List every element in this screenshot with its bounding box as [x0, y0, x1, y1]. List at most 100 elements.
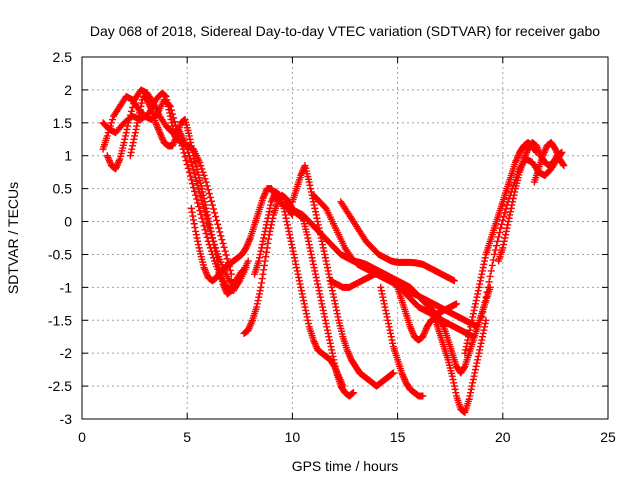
data-point: [212, 213, 220, 221]
data-point: [467, 323, 475, 331]
data-point: [482, 293, 490, 301]
data-point: [498, 220, 506, 228]
data-point: [302, 310, 310, 318]
data-point: [313, 277, 321, 285]
data-point: [185, 168, 193, 176]
data-point: [328, 287, 336, 295]
data-point: [133, 122, 141, 130]
data-point: [505, 214, 513, 222]
data-point: [469, 313, 477, 321]
data-point: [201, 198, 209, 206]
data-point: [502, 227, 510, 235]
data-point: [291, 254, 299, 262]
data-point: [559, 161, 567, 169]
data-point: [462, 343, 470, 351]
data-point: [482, 316, 490, 324]
y-tick-label: 1: [64, 148, 72, 164]
data-point: [137, 102, 145, 110]
data-point: [187, 204, 195, 212]
data-point: [192, 191, 200, 199]
data-point: [262, 224, 270, 232]
x-tick-label: 25: [600, 429, 616, 445]
data-markers: [99, 86, 568, 416]
data-point: [190, 216, 198, 224]
data-point: [260, 261, 268, 269]
y-tick-label: 2.5: [53, 49, 73, 65]
data-point: [385, 323, 393, 331]
data-point: [504, 221, 512, 229]
data-point: [202, 204, 210, 212]
data-point: [450, 277, 458, 285]
data-point: [511, 188, 519, 196]
data-point: [349, 389, 357, 397]
data-point: [128, 145, 136, 153]
data-point: [323, 323, 331, 331]
data-point: [281, 211, 289, 219]
data-point: [260, 234, 268, 242]
data-point: [319, 303, 327, 311]
data-point: [460, 363, 468, 371]
data-point: [471, 303, 479, 311]
chart-title: Day 068 of 2018, Sidereal Day-to-day VTE…: [90, 23, 600, 39]
data-point: [162, 92, 170, 100]
data-point: [194, 237, 202, 245]
data-point: [130, 135, 138, 143]
data-point: [193, 195, 201, 203]
data-point: [379, 293, 387, 301]
y-tick-label: -2.5: [48, 378, 72, 394]
data-point: [331, 300, 339, 308]
data-point: [238, 267, 246, 275]
data-point: [190, 220, 198, 228]
data-point: [326, 336, 334, 344]
data-point: [470, 306, 478, 314]
data-point: [136, 109, 144, 117]
data-point: [328, 349, 336, 357]
data-point: [258, 244, 266, 252]
data-point: [488, 261, 496, 269]
data-point: [287, 237, 295, 245]
data-point: [193, 178, 201, 186]
data-point: [314, 283, 322, 291]
data-point: [107, 119, 115, 127]
data-point: [469, 376, 477, 384]
data-point: [471, 300, 479, 308]
data-point: [321, 313, 329, 321]
data-point: [201, 175, 209, 183]
data-point: [168, 122, 176, 130]
data-point: [103, 132, 111, 140]
data-point: [123, 125, 131, 133]
data-point: [478, 313, 486, 321]
data-point: [481, 257, 489, 265]
data-point: [291, 257, 299, 265]
x-tick-label: 20: [495, 429, 511, 445]
data-point: [377, 283, 385, 291]
data-point: [213, 216, 221, 224]
data-point: [471, 369, 479, 377]
data-point: [129, 139, 137, 147]
y-tick-label: 0: [64, 214, 72, 230]
data-point: [199, 191, 207, 199]
data-point: [260, 231, 268, 239]
data-point: [206, 224, 214, 232]
data-point: [477, 273, 485, 281]
data-point: [467, 320, 475, 328]
data-point: [325, 270, 333, 278]
data-point: [258, 241, 266, 249]
data-point: [204, 214, 212, 222]
data-point: [479, 329, 487, 337]
data-point: [320, 310, 328, 318]
data-point: [465, 329, 473, 337]
data-point: [510, 191, 518, 199]
data-point: [474, 352, 482, 360]
data-point: [308, 254, 316, 262]
data-point: [186, 172, 194, 180]
data-point: [259, 270, 267, 278]
data-point: [200, 222, 208, 230]
data-point: [214, 220, 222, 228]
data-point: [491, 246, 499, 254]
data-point: [467, 385, 475, 393]
data-point: [255, 254, 263, 262]
data-point: [312, 273, 320, 281]
data-point: [323, 264, 331, 272]
data-point: [203, 208, 211, 216]
